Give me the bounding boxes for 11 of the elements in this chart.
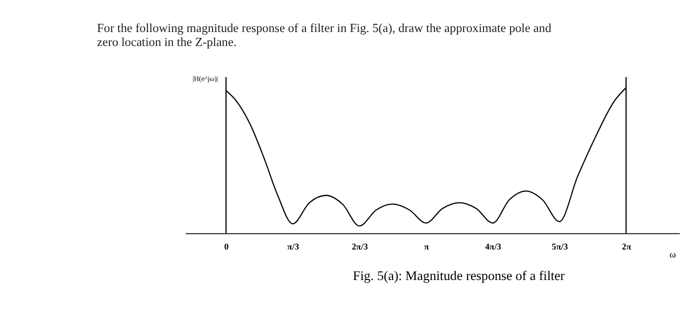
text: zero location in the Z-plane.: [97, 35, 237, 50]
x-tick-label: 5π/3: [552, 242, 568, 252]
x-tick-label: 4π/3: [485, 242, 502, 252]
x-tick-label: π: [424, 242, 430, 252]
x-tick-label: 2π: [622, 242, 632, 252]
text: For the following magnitude response of a filter in Fig. 5(a), draw the approximate pole and: [97, 21, 552, 36]
x-tick-label: 2π/3: [352, 242, 368, 252]
x-tick-label: 0: [224, 242, 230, 252]
x-axis-title: ω: [670, 249, 676, 260]
x-tick-label: π/3: [287, 242, 300, 252]
caption: Fig. 5(a): Magnitude response of a filter: [352, 268, 566, 283]
